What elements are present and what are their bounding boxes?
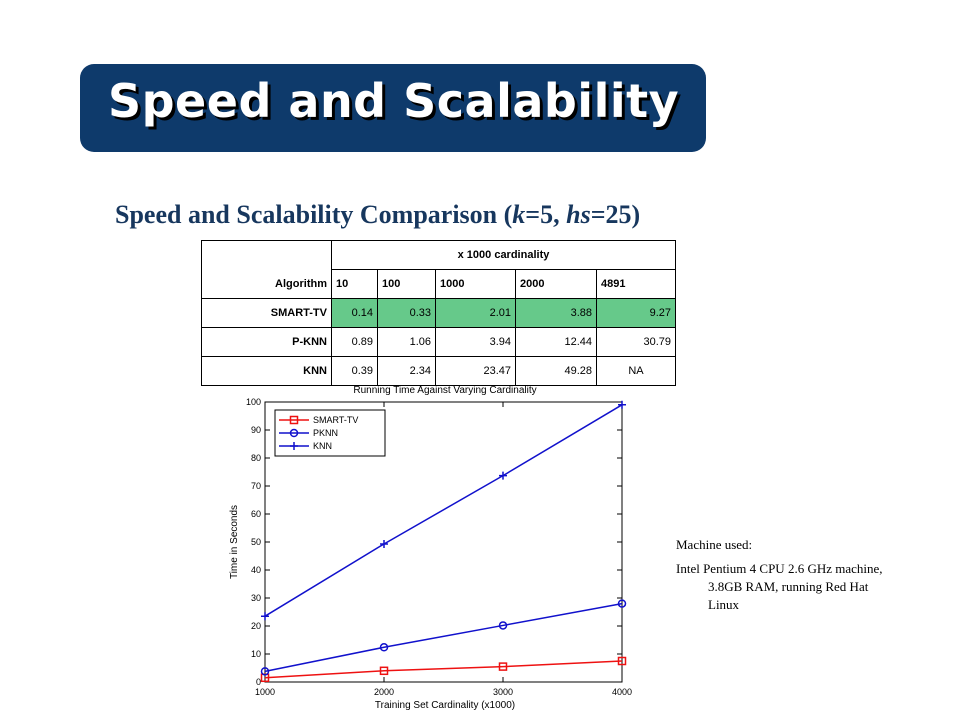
column-header: 2000 (515, 269, 597, 299)
series-pknn (260, 599, 627, 676)
table-cell: 0.89 (331, 327, 378, 357)
y-tick-label: 80 (251, 453, 261, 463)
data-point-circle (260, 667, 270, 676)
table-row: KNN 0.39 2.34 23.47 49.28 NA (201, 356, 676, 386)
y-tick-label: 70 (251, 481, 261, 491)
column-header: 1000 (435, 269, 516, 299)
y-tick-label: 30 (251, 593, 261, 603)
machine-label: Machine used: (676, 537, 753, 552)
data-point-plus (261, 612, 269, 621)
table-cell: NA (596, 356, 676, 386)
row-label: KNN (201, 356, 332, 386)
table-cell: 3.94 (435, 327, 516, 357)
x-tick-label: 2000 (374, 687, 394, 697)
group-header: x 1000 cardinality (331, 240, 676, 270)
y-tick-label: 60 (251, 509, 261, 519)
y-axis-label: Time in Seconds (229, 505, 240, 579)
data-point-square (498, 662, 508, 671)
table-cell: 1.06 (377, 327, 436, 357)
subtitle-suffix: ) (631, 200, 641, 229)
data-point-circle (617, 599, 627, 608)
data-point-square (289, 415, 299, 425)
data-point-plus (380, 539, 388, 548)
y-tick-label: 10 (251, 649, 261, 659)
table-row: SMART-TV 0.14 0.33 2.01 3.88 9.27 (201, 298, 676, 328)
chart-legend: SMART-TV PKNN KNN (274, 409, 386, 457)
chart-title: Running Time Against Varying Cardinality (353, 385, 536, 396)
column-header: 100 (377, 269, 436, 299)
y-tick-label: 0 (256, 677, 261, 687)
y-tick-label: 50 (251, 537, 261, 547)
title-banner: Speed and Scalability (80, 64, 706, 152)
machine-line-2: 3.8GB RAM, running Red Hat (708, 579, 869, 594)
legend-label: KNN (313, 441, 332, 451)
table-cell: 2.01 (435, 298, 516, 328)
table-cell: 3.88 (515, 298, 597, 328)
table-cell: 0.14 (331, 298, 378, 328)
data-point-circle (498, 621, 508, 630)
data-point-square (617, 656, 627, 666)
running-time-chart: Running Time Against Varying Cardinality… (229, 385, 632, 711)
y-tick-label: 90 (251, 425, 261, 435)
y-tick-label: 40 (251, 565, 261, 575)
table-cell: 0.39 (331, 356, 378, 386)
column-header: 4891 (596, 269, 676, 299)
column-header: 10 (331, 269, 378, 299)
row-label: SMART-TV (201, 298, 332, 328)
series-line (264, 602, 623, 673)
subtitle-hs-value: =25 (590, 200, 632, 229)
machine-line-1: Intel Pentium 4 CPU 2.6 GHz machine, (676, 561, 883, 576)
table-header-row: x 1000 cardinality (201, 240, 676, 270)
x-tick-label: 3000 (493, 687, 513, 697)
table-cell: 23.47 (435, 356, 516, 386)
machine-info: Machine used: Intel Pentium 4 CPU 2.6 GH… (676, 536, 936, 614)
empty-header-cell (201, 240, 332, 270)
y-tick-label: 100 (246, 397, 261, 407)
slide-title: Speed and Scalability (108, 74, 680, 128)
data-point-plus (290, 442, 298, 450)
series-knn (261, 400, 626, 621)
subtitle-prefix: Speed and Scalability Comparison ( (115, 200, 513, 229)
machine-line-3: Linux (708, 597, 740, 612)
subtitle-k: k (512, 200, 526, 229)
table-cell: 30.79 (596, 327, 676, 357)
subtitle-hs: hs (566, 200, 591, 229)
series-line (264, 660, 623, 679)
series-line (264, 404, 623, 617)
algorithm-header: Algorithm (201, 269, 332, 299)
row-label: P-KNN (201, 327, 332, 357)
table-cell: 0.33 (377, 298, 436, 328)
table-row: P-KNN 0.89 1.06 3.94 12.44 30.79 (201, 327, 676, 357)
subtitle-k-value: =5, (525, 200, 567, 229)
data-point-circle (289, 428, 299, 438)
x-tick-label: 1000 (255, 687, 275, 697)
x-tick-label: 4000 (612, 687, 632, 697)
series-group (260, 400, 627, 683)
results-table: x 1000 cardinality Algorithm 10 100 1000… (201, 240, 676, 386)
data-point-circle (379, 643, 389, 652)
data-point-plus (499, 471, 507, 480)
slide-subtitle: Speed and Scalability Comparison (k=5, h… (115, 200, 640, 230)
legend-label: SMART-TV (313, 415, 358, 425)
table-cell: 12.44 (515, 327, 597, 357)
legend-label: PKNN (313, 428, 338, 438)
table-cell: 9.27 (596, 298, 676, 328)
y-tick-label: 20 (251, 621, 261, 631)
data-point-square (379, 666, 389, 676)
data-point-plus (618, 400, 626, 409)
table-column-row: Algorithm 10 100 1000 2000 4891 (201, 269, 676, 299)
x-axis-label: Training Set Cardinality (x1000) (375, 700, 515, 711)
